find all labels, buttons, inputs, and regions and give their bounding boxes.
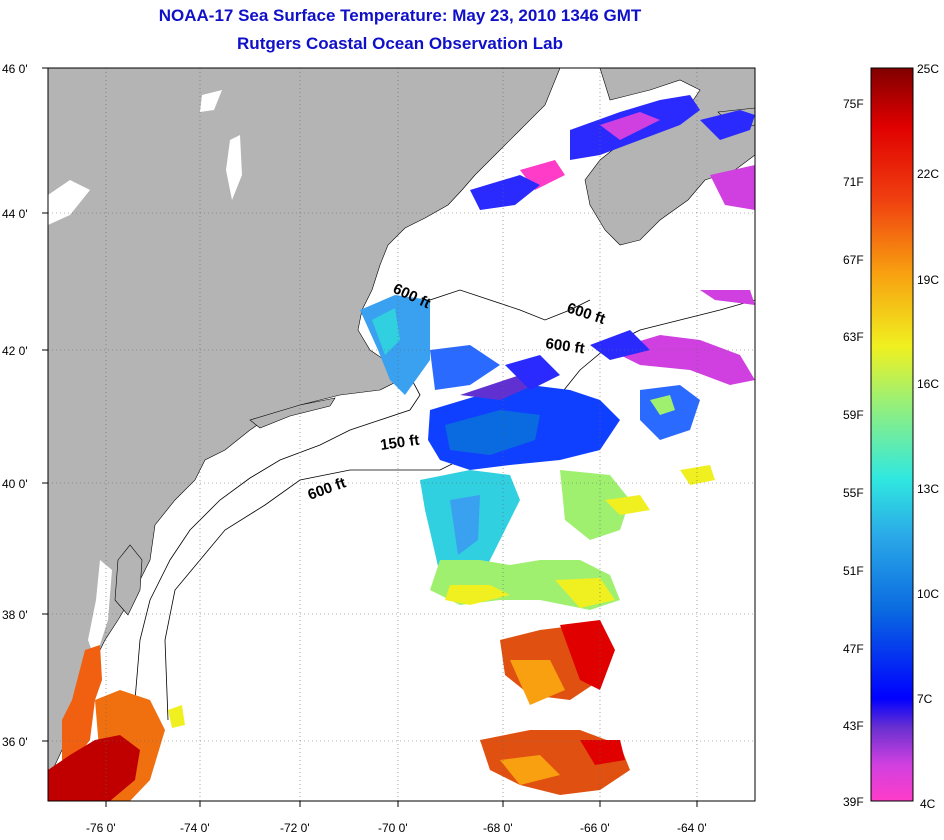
colorbar-celsius-scale: 25C 22C 19C 16C 13C 10C 7C 4C [917, 62, 939, 811]
contour-label: 600 ft [544, 335, 585, 357]
colorbar-c-label: 7C [917, 692, 933, 706]
lake-ontario [48, 180, 90, 225]
lake-champlain [226, 135, 242, 200]
colorbar-c-label: 19C [917, 273, 939, 287]
lon-label: -70 0' [378, 821, 408, 835]
us-landmass [48, 68, 561, 781]
map-subtitle: Rutgers Coastal Ocean Observation Lab [237, 34, 563, 53]
colorbar-c-label: 10C [917, 587, 939, 601]
colorbar-c-label: 25C [917, 62, 939, 76]
colorbar-f-label: 59F [843, 408, 864, 422]
lon-label: -72 0' [280, 821, 310, 835]
lat-label: 42 0' [2, 344, 28, 358]
lon-label: -76 0' [86, 821, 116, 835]
colorbar-c-label: 16C [917, 377, 939, 391]
sst-gulf-stream [480, 620, 630, 795]
colorbar-c-label: 22C [917, 167, 939, 181]
map-frame [47, 67, 756, 802]
colorbar [870, 67, 914, 802]
sst-cape-cod [360, 295, 500, 395]
colorbar-f-label: 47F [843, 642, 864, 656]
colorbar-fahrenheit-scale: 75F 71F 67F 63F 59F 55F 51F 47F 43F 39F [843, 97, 864, 809]
axis-ticks [42, 67, 698, 807]
map-title: NOAA-17 Sea Surface Temperature: May 23,… [158, 6, 642, 25]
colorbar-f-label: 43F [843, 719, 864, 733]
lat-label: 46 0' [2, 62, 28, 76]
sst-shelf-slope-front [420, 465, 715, 610]
delmarva [114, 544, 143, 616]
colorbar-f-label: 63F [843, 330, 864, 344]
lon-label: -64 0' [677, 821, 707, 835]
lon-label: -74 0' [180, 821, 210, 835]
lake-winnipesaukee [200, 90, 222, 112]
sst-cold-bay-of-fundy [470, 95, 755, 210]
lat-label: 40 0' [2, 477, 28, 491]
sst-georges-bank [428, 290, 755, 470]
colorbar-c-label: 13C [917, 482, 939, 496]
lat-label: 36 0' [2, 735, 28, 749]
lat-label: 44 0' [2, 207, 28, 221]
colorbar-f-label: 55F [843, 486, 864, 500]
map-area [48, 68, 755, 801]
contour-label: 150 ft [379, 432, 420, 454]
colorbar-f-label: 39F [843, 795, 864, 809]
lat-label: 38 0' [2, 608, 28, 622]
lon-label: -68 0' [483, 821, 513, 835]
colorbar-f-label: 71F [843, 175, 864, 189]
sst-cape-hatteras [48, 645, 185, 801]
lon-label: -66 0' [580, 821, 610, 835]
colorbar-f-label: 51F [843, 564, 864, 578]
colorbar-f-label: 75F [843, 97, 864, 111]
colorbar-f-label: 67F [843, 253, 864, 267]
colorbar-c-label: 4C [920, 797, 936, 811]
